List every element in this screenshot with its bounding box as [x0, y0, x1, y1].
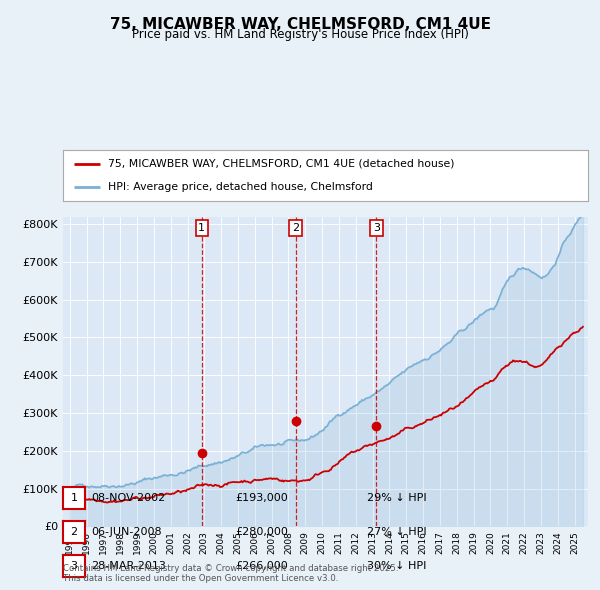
Text: 28-MAR-2013: 28-MAR-2013	[91, 561, 166, 571]
Text: Contains HM Land Registry data © Crown copyright and database right 2025.
This d: Contains HM Land Registry data © Crown c…	[63, 563, 398, 583]
Text: £193,000: £193,000	[235, 493, 288, 503]
Text: 1: 1	[199, 223, 205, 233]
Text: Price paid vs. HM Land Registry's House Price Index (HPI): Price paid vs. HM Land Registry's House …	[131, 28, 469, 41]
Text: 30% ↓ HPI: 30% ↓ HPI	[367, 561, 427, 571]
Text: 75, MICAWBER WAY, CHELMSFORD, CM1 4UE: 75, MICAWBER WAY, CHELMSFORD, CM1 4UE	[110, 17, 491, 31]
Text: 27% ↓ HPI: 27% ↓ HPI	[367, 527, 427, 537]
Text: 2: 2	[292, 223, 299, 233]
Text: 2: 2	[70, 527, 77, 537]
Text: 1: 1	[71, 493, 77, 503]
Text: 75, MICAWBER WAY, CHELMSFORD, CM1 4UE (detached house): 75, MICAWBER WAY, CHELMSFORD, CM1 4UE (d…	[107, 159, 454, 169]
Text: HPI: Average price, detached house, Chelmsford: HPI: Average price, detached house, Chel…	[107, 182, 373, 192]
Text: £280,000: £280,000	[235, 527, 288, 537]
Text: £266,000: £266,000	[235, 561, 288, 571]
Text: 08-NOV-2002: 08-NOV-2002	[91, 493, 165, 503]
Text: 3: 3	[373, 223, 380, 233]
Text: 06-JUN-2008: 06-JUN-2008	[91, 527, 161, 537]
Text: 29% ↓ HPI: 29% ↓ HPI	[367, 493, 427, 503]
Text: 3: 3	[71, 561, 77, 571]
